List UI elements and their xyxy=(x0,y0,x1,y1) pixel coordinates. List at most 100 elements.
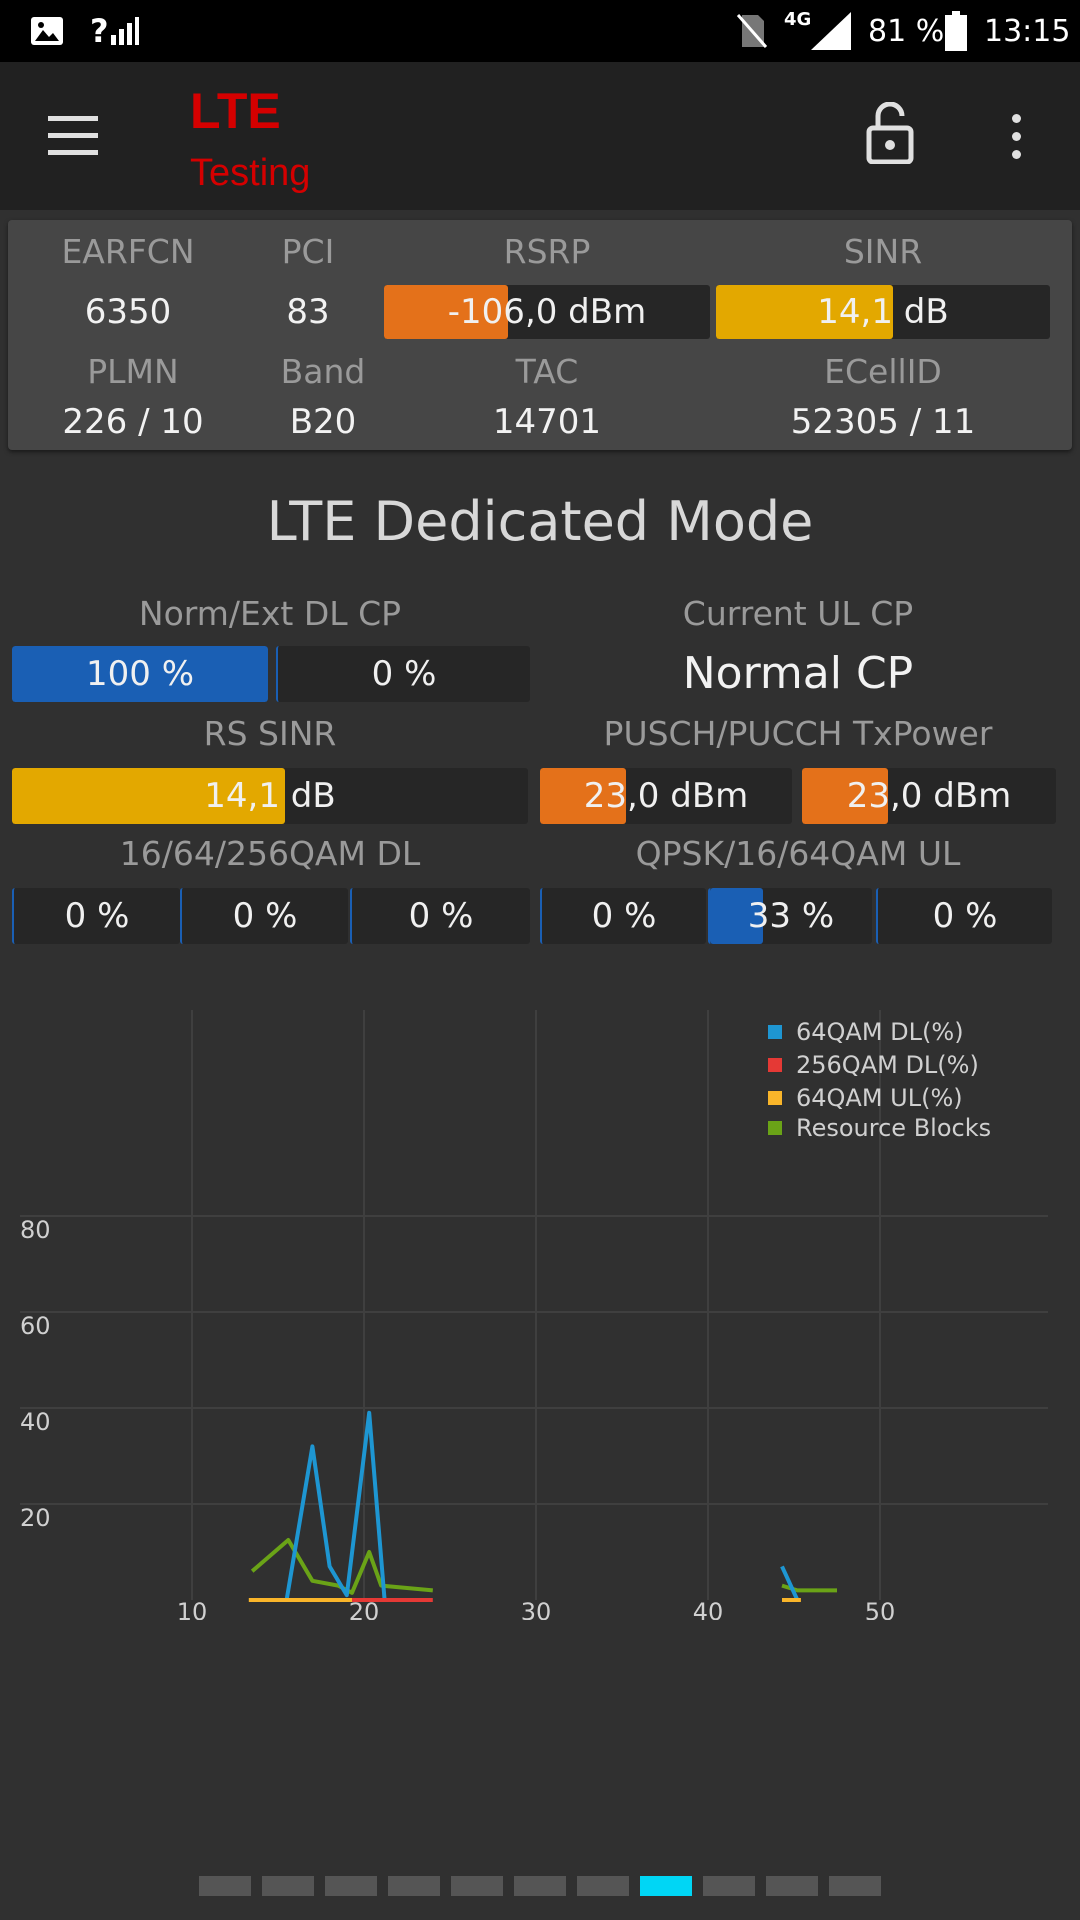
qam16-ul-bar: 33 % xyxy=(708,888,872,944)
page-dot[interactable] xyxy=(703,1876,755,1896)
page-dot[interactable] xyxy=(829,1876,881,1896)
page-dot[interactable] xyxy=(640,1876,692,1896)
sinr-number: 14,1 xyxy=(817,292,893,332)
menu-icon[interactable] xyxy=(48,116,98,156)
legend-swatch xyxy=(768,1058,782,1072)
sinr-fill xyxy=(716,285,894,339)
pucch-txpower-fill xyxy=(802,768,889,824)
network-type: 4G xyxy=(784,8,812,30)
pucch-txpower-bar: 23,0 dBm xyxy=(802,768,1056,824)
legend-label: 64QAM DL(%) xyxy=(796,1018,964,1046)
app-title: LTE xyxy=(190,83,281,139)
rsrp-label: RSRP xyxy=(503,232,591,271)
earfcn-value: 6350 xyxy=(84,292,172,332)
lock-open-icon[interactable] xyxy=(866,101,914,168)
legend-label: 64QAM UL(%) xyxy=(796,1084,963,1112)
band-label: Band xyxy=(280,352,366,391)
rs-sinr-number: 14,1 xyxy=(204,776,280,816)
section-title: LTE Dedicated Mode xyxy=(266,490,814,553)
qam64-ul-value: 0 % xyxy=(932,896,998,936)
qam16-ul-value: 33 % xyxy=(747,896,835,936)
ecellid-value: 52305 / 11 xyxy=(790,402,976,442)
pucch-unit: ,0 dBm xyxy=(889,776,1012,816)
pucch-number: 23 xyxy=(846,776,890,816)
dl-cp-normal-value: 100 % xyxy=(85,654,194,694)
y-tick-label: 40 xyxy=(20,1408,51,1436)
y-tick-label: 60 xyxy=(20,1312,51,1340)
legend-256qam-dl: 256QAM DL(%) xyxy=(768,1051,979,1079)
page-dot[interactable] xyxy=(451,1876,503,1896)
txpower-label: PUSCH/PUCCH TxPower xyxy=(603,714,993,753)
rsrp-bar: -106,0 dBm xyxy=(384,285,710,339)
app-bar: LTE Testing xyxy=(0,62,1080,210)
qam-ul-label: QPSK/16/64QAM UL xyxy=(635,834,961,873)
x-tick-label: 30 xyxy=(521,1598,552,1620)
pci-label: PCI xyxy=(281,232,335,271)
rs-sinr-unit: dB xyxy=(279,776,336,816)
dl-cp-normal-fill xyxy=(12,646,268,702)
page-dot[interactable] xyxy=(262,1876,314,1896)
pusch-unit: ,0 dBm xyxy=(626,776,749,816)
page-dot[interactable] xyxy=(199,1876,251,1896)
series-line xyxy=(781,1583,837,1593)
mobile-signal-4g-icon: 4G xyxy=(784,0,852,62)
qam256-dl-bar: 0 % xyxy=(350,888,530,944)
sinr-label: SINR xyxy=(843,232,923,271)
legend-label: 256QAM DL(%) xyxy=(796,1051,979,1079)
gallery-notification-icon xyxy=(30,0,64,62)
plmn-value: 226 / 10 xyxy=(62,402,204,442)
status-bar: ? 4G 81 % 13:15 xyxy=(0,0,1080,62)
legend-64qam-dl: 64QAM DL(%) xyxy=(768,1018,964,1046)
app-subtitle: Testing xyxy=(190,152,311,194)
pusch-number: 23 xyxy=(583,776,627,816)
qam64-ul-bar: 0 % xyxy=(876,888,1052,944)
battery-percent: 81 % xyxy=(868,13,945,49)
qam64-dl-bar: 0 % xyxy=(180,888,348,944)
x-tick-label: 50 xyxy=(865,1598,896,1620)
ul-cp-label: Current UL CP xyxy=(682,594,914,633)
page-dot[interactable] xyxy=(766,1876,818,1896)
sinr-bar: 14,1 dB xyxy=(716,285,1050,339)
y-tick-label: 20 xyxy=(20,1504,51,1532)
page-dot[interactable] xyxy=(514,1876,566,1896)
pusch-txpower-bar: 23,0 dBm xyxy=(540,768,792,824)
signal-unknown-label: ? xyxy=(90,12,109,50)
tac-label: TAC xyxy=(515,352,579,391)
ecellid-label: ECellID xyxy=(824,352,942,391)
qpsk-ul-value: 0 % xyxy=(591,896,657,936)
qam16-dl-bar: 0 % xyxy=(12,888,180,944)
modulation-chart: 20 40 60 80 10 20 30 40 50 xyxy=(20,1010,1048,1620)
ul-cp-value: Normal CP xyxy=(682,648,914,699)
tac-value: 14701 xyxy=(492,402,602,442)
signal-unknown-icon: ? xyxy=(90,0,139,62)
page-dot[interactable] xyxy=(325,1876,377,1896)
rsrp-fill xyxy=(384,285,508,339)
rsrp-number: -106 xyxy=(447,292,525,332)
dl-cp-normal-bar: 100 % xyxy=(12,646,268,702)
more-vert-icon[interactable] xyxy=(1008,114,1024,160)
legend-resource-blocks: Resource Blocks xyxy=(768,1114,991,1142)
series-line xyxy=(780,1565,800,1601)
qam256-dl-value: 0 % xyxy=(408,896,474,936)
legend-label: Resource Blocks xyxy=(796,1114,992,1142)
legend-64qam-ul: 64QAM UL(%) xyxy=(768,1084,963,1112)
dl-cp-label: Norm/Ext DL CP xyxy=(138,594,402,633)
qpsk-ul-bar: 0 % xyxy=(540,888,706,944)
clock: 13:15 xyxy=(984,13,1071,49)
qam16-dl-value: 0 % xyxy=(64,896,130,936)
battery-icon xyxy=(945,0,967,62)
earfcn-label: EARFCN xyxy=(61,232,195,271)
no-sim-icon xyxy=(736,0,768,62)
x-tick-label: 40 xyxy=(693,1598,724,1620)
legend-swatch xyxy=(768,1025,782,1039)
page-dot[interactable] xyxy=(577,1876,629,1896)
legend-swatch xyxy=(768,1121,782,1135)
page-dot[interactable] xyxy=(388,1876,440,1896)
pci-value: 83 xyxy=(286,292,330,332)
x-tick-label: 10 xyxy=(177,1598,208,1620)
x-tick-label: 20 xyxy=(349,1598,380,1620)
cell-info-panel: EARFCN 6350 PCI 83 RSRP -106,0 dBm SINR … xyxy=(8,220,1072,450)
dl-cp-extended-value: 0 % xyxy=(371,654,437,694)
qam-dl-label: 16/64/256QAM DL xyxy=(119,834,421,873)
plmn-label: PLMN xyxy=(87,352,179,391)
